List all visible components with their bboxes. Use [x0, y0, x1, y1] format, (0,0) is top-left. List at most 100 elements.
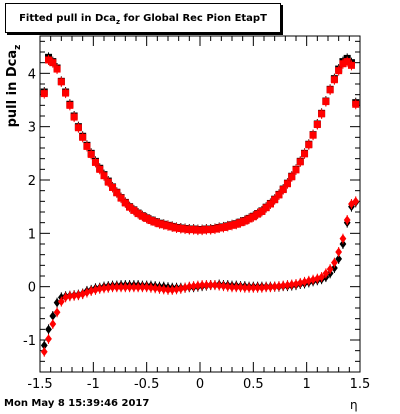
square-marker	[228, 221, 236, 229]
square-marker	[83, 142, 91, 150]
diamond-marker	[168, 285, 176, 295]
diamond-marker	[228, 282, 236, 292]
chart-title-main: Fitted pull in Dca	[19, 13, 116, 24]
diamond-marker	[198, 280, 206, 290]
square-marker	[74, 124, 82, 132]
x-tick-label: 0	[196, 377, 204, 392]
square-marker	[91, 158, 99, 166]
square-marker	[339, 60, 347, 68]
square-marker	[62, 89, 70, 97]
diamond-marker	[343, 215, 351, 225]
y-axis-label: pull in Dcaz	[3, 36, 25, 136]
y-tick-label: 1	[28, 227, 36, 242]
diamond-marker	[53, 298, 61, 308]
diamond-marker	[309, 275, 317, 285]
diamond-marker	[40, 340, 48, 350]
x-tick-label: 0.5	[243, 377, 264, 392]
diamond-marker	[49, 311, 57, 321]
square-marker	[352, 100, 360, 108]
diamond-marker	[156, 284, 163, 294]
square-marker	[254, 210, 262, 218]
diamond-marker	[53, 307, 61, 317]
diamond-marker	[181, 283, 189, 293]
square-marker	[66, 101, 74, 109]
square-marker	[245, 215, 253, 223]
x-tick-label: 1.5	[350, 377, 371, 392]
diamond-marker	[267, 282, 274, 292]
square-marker	[347, 61, 355, 69]
square-marker	[330, 76, 338, 84]
square-marker	[151, 218, 159, 226]
square-marker	[258, 207, 266, 215]
diamond-marker	[331, 258, 338, 268]
diamond-marker	[40, 347, 48, 357]
square-marker	[305, 141, 313, 149]
diamond-marker	[164, 285, 172, 295]
diamond-marker	[301, 277, 308, 287]
x-tick-label: -0.5	[134, 377, 159, 392]
diamond-marker	[92, 285, 99, 295]
square-marker	[190, 226, 198, 234]
square-marker	[202, 226, 210, 234]
square-marker	[292, 166, 300, 174]
square-marker	[288, 173, 296, 181]
square-marker	[40, 90, 48, 98]
square-marker	[134, 210, 142, 218]
diamond-marker	[215, 281, 223, 291]
diamond-marker	[113, 282, 121, 292]
square-marker	[262, 204, 270, 212]
diamond-marker	[245, 283, 253, 293]
diamond-marker	[326, 264, 334, 274]
diamond-marker	[296, 278, 304, 288]
diamond-marker	[75, 290, 82, 300]
square-marker	[211, 225, 219, 233]
axes: -1.5 -1 -0.5 0 0.5 1 1.5 -1 0 1 2 3 4	[23, 36, 370, 392]
square-marker	[177, 225, 185, 233]
diamond-marker	[70, 291, 78, 301]
square-marker	[283, 180, 291, 188]
y-tick-label: 2	[28, 174, 36, 189]
diamond-marker	[45, 334, 52, 344]
chart-marks	[40, 52, 360, 357]
square-marker	[219, 223, 227, 231]
x-tick-label: 1	[303, 377, 311, 392]
square-marker	[322, 98, 330, 106]
diamond-marker	[177, 284, 185, 294]
diamond-marker	[279, 281, 287, 291]
diamond-marker	[87, 286, 95, 296]
square-marker	[104, 178, 112, 186]
y-tick-label: -1	[23, 334, 36, 349]
diamond-marker	[66, 291, 74, 301]
square-marker	[117, 194, 125, 202]
square-marker	[45, 56, 53, 64]
diamond-marker	[288, 280, 296, 290]
diamond-marker	[96, 284, 104, 294]
diamond-marker	[126, 282, 133, 292]
square-marker	[70, 113, 78, 121]
y-tick-label: 4	[28, 67, 36, 82]
square-marker	[109, 183, 117, 191]
diamond-marker	[237, 282, 244, 292]
diamond-marker	[258, 283, 266, 293]
y-tick-label: 0	[28, 281, 36, 296]
square-marker	[241, 217, 249, 225]
square-marker	[194, 226, 202, 234]
square-marker	[87, 150, 95, 158]
diamond-marker	[322, 268, 330, 278]
diamond-marker	[335, 247, 343, 257]
diamond-marker	[331, 263, 338, 273]
square-marker	[96, 165, 104, 173]
square-marker	[57, 78, 65, 86]
square-marker	[49, 59, 57, 67]
diamond-marker	[121, 282, 129, 292]
diamond-marker	[190, 281, 197, 291]
diamond-marker	[130, 282, 138, 292]
square-marker	[343, 58, 351, 66]
square-marker	[147, 217, 155, 225]
diamond-marker	[62, 292, 69, 302]
square-marker	[301, 150, 309, 158]
y-axis-label-subscript: z	[12, 44, 23, 50]
chart-title: Fitted pull in Dcaz for Global Rec Pion …	[6, 13, 280, 26]
y-axis-label-main: pull in Dca	[5, 49, 21, 128]
diamond-marker	[254, 283, 261, 293]
